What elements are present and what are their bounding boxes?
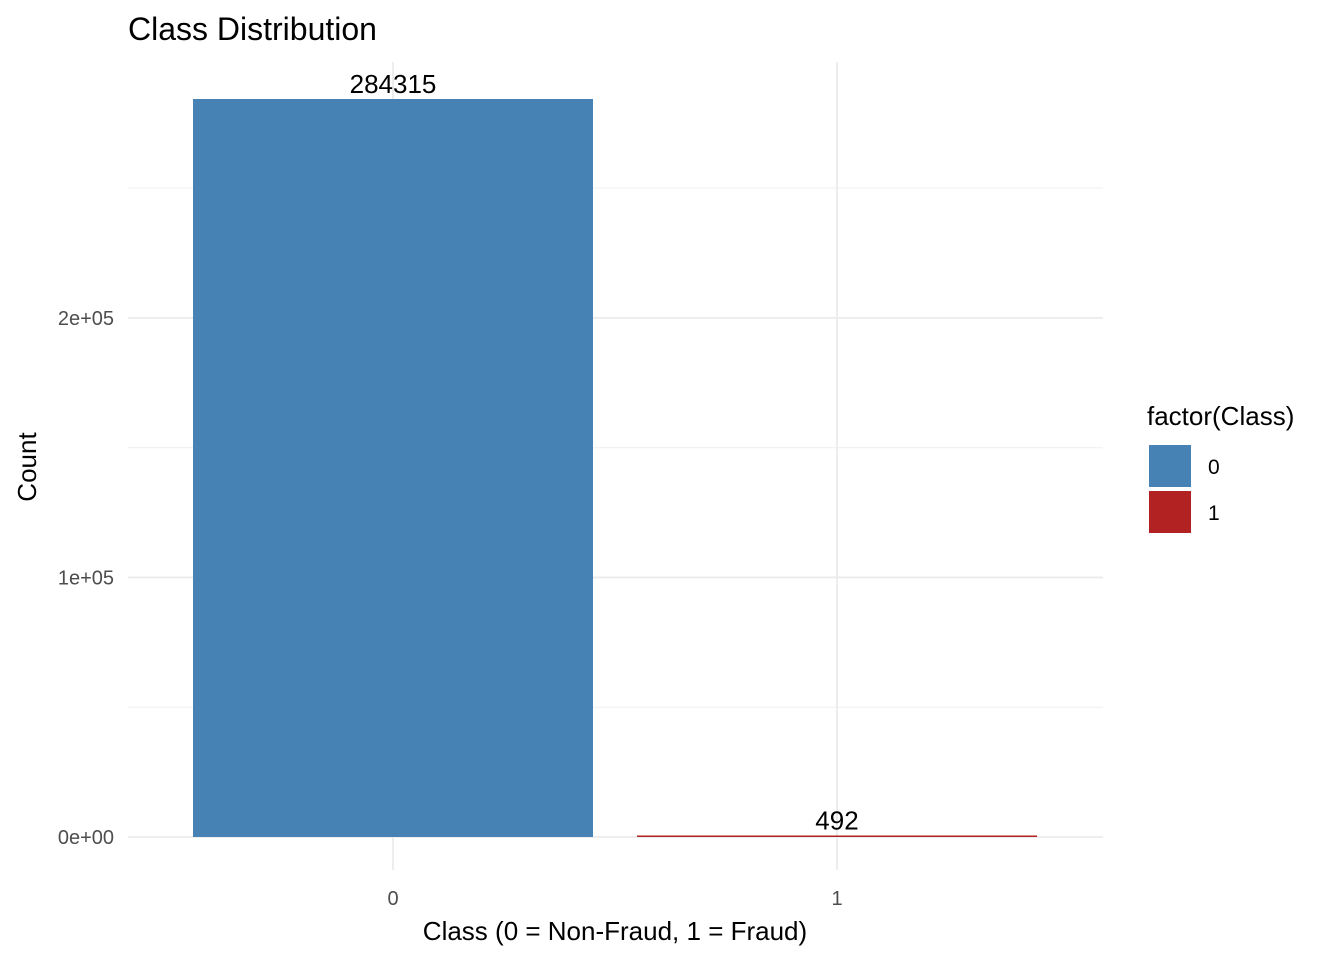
bar-class-1 [637,835,1037,837]
legend-label-1: 1 [1208,502,1220,525]
legend-key-1 [1149,491,1191,533]
legend-title: factor(Class) [1147,401,1294,431]
legend-label-0: 0 [1208,456,1220,479]
y-tick-label-2: 2e+05 [58,308,114,330]
x-axis-title: Class (0 = Non-Fraud, 1 = Fraud) [423,916,807,946]
data-label-class-0: 284315 [350,69,437,99]
bar-class-0 [193,99,593,837]
x-tick-label-0: 0 [387,888,398,910]
y-axis-title: Count [12,432,42,502]
data-label-class-1: 492 [815,806,858,836]
chart-title: Class Distribution [128,11,377,47]
label-layer: 284315 492 [350,69,859,836]
legend-key-0 [1149,445,1191,487]
y-tick-label-1: 1e+05 [58,567,114,589]
legend: factor(Class) 01 [1147,401,1294,533]
x-tick-label-1: 1 [831,888,842,910]
axis-layer: 0e+00 1e+05 2e+05 0 1 [58,308,843,910]
bar-layer [193,99,1037,837]
legend-entries: 01 [1149,445,1220,533]
y-tick-label-0: 0e+00 [58,827,114,849]
